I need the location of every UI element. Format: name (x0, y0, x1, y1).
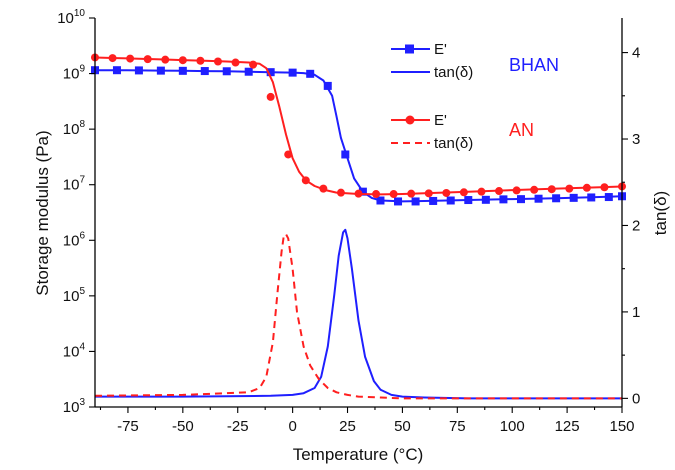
data-point-bhan-storage-modulus (266, 68, 275, 77)
data-point-an-storage-modulus (108, 54, 117, 63)
data-point-an-storage-modulus (389, 190, 398, 199)
data-point-an-storage-modulus (249, 60, 258, 69)
data-point-bhan-storage-modulus (112, 66, 121, 75)
data-point-bhan-storage-modulus (156, 66, 165, 75)
y-axis-right-title: tan(δ) (651, 191, 670, 235)
series-line-an-tan-delta (94, 233, 622, 400)
data-point-an-storage-modulus (424, 189, 433, 198)
data-point-an-storage-modulus (407, 189, 416, 198)
x-tick-label: -50 (172, 418, 194, 435)
legend-an-tan-label: tan(δ) (434, 135, 473, 152)
data-point-bhan-storage-modulus (446, 196, 455, 205)
y-left-tick-label: 106 (63, 230, 86, 249)
data-point-bhan-storage-modulus (323, 81, 332, 90)
x-tick-label: 150 (609, 418, 634, 435)
x-tick-label: 75 (449, 418, 466, 435)
data-point-an-storage-modulus (565, 184, 574, 193)
y-left-tick-label: 108 (63, 119, 86, 138)
data-point-an-storage-modulus (442, 188, 451, 197)
data-point-an-storage-modulus (266, 92, 275, 101)
legend-an-group-label: AN (509, 120, 534, 140)
y-left-tick-label: 107 (63, 175, 86, 194)
y-left-tick-label: 105 (63, 286, 86, 305)
x-tick-label: 50 (394, 418, 411, 435)
data-point-bhan-storage-modulus (178, 66, 187, 75)
y-right-tick-label: 1 (632, 304, 640, 321)
data-point-an-storage-modulus (196, 56, 205, 65)
data-point-bhan-storage-modulus (358, 187, 367, 196)
y-left-tick-label: 104 (63, 341, 86, 360)
legend-bhan-e-marker (405, 44, 414, 54)
data-point-bhan-storage-modulus (481, 195, 490, 204)
data-point-an-storage-modulus (354, 189, 363, 198)
data-point-an-storage-modulus (301, 176, 310, 185)
axes (94, 18, 623, 408)
data-point-an-storage-modulus (336, 188, 345, 197)
legend-bhan-group-label: BHAN (509, 55, 559, 75)
data-point-an-storage-modulus (495, 187, 504, 196)
y-axis-left-title: Storage modulus (Pa) (33, 130, 52, 295)
data-point-bhan-storage-modulus (534, 194, 543, 203)
data-point-an-storage-modulus (477, 187, 486, 196)
data-point-an-storage-modulus (178, 56, 187, 65)
data-point-bhan-storage-modulus (200, 67, 209, 76)
y-right-tick-label: 0 (632, 390, 640, 407)
data-point-bhan-storage-modulus (499, 195, 508, 204)
legend-an-e-marker (405, 115, 415, 125)
y-right-tick-label: 3 (632, 131, 640, 148)
ticks: -75 -50 -25 0 25 50 75 100 125 150103104105106107… (57, 8, 640, 435)
data-point-an-storage-modulus (512, 186, 521, 195)
data-point-an-storage-modulus (530, 185, 539, 194)
data-point-bhan-storage-modulus (516, 195, 525, 204)
data-point-bhan-storage-modulus (306, 69, 315, 78)
data-point-an-storage-modulus (213, 57, 222, 66)
data-point-bhan-storage-modulus (429, 196, 438, 205)
data-point-bhan-storage-modulus (394, 197, 403, 206)
legend: E' tan(δ) BHAN E' tan(δ) AN (391, 41, 559, 152)
data-point-bhan-storage-modulus (222, 67, 231, 76)
x-axis-title: Temperature (°C) (293, 445, 424, 464)
data-point-bhan-storage-modulus (569, 193, 578, 202)
plot-series (91, 53, 626, 400)
data-point-an-storage-modulus (284, 150, 293, 159)
data-point-an-storage-modulus (143, 55, 152, 64)
data-point-bhan-storage-modulus (464, 196, 473, 205)
data-point-an-storage-modulus (547, 185, 556, 194)
series-line-bhan-tan-delta (95, 228, 622, 400)
data-point-bhan-storage-modulus (552, 194, 561, 203)
data-point-an-storage-modulus (319, 184, 328, 193)
data-point-bhan-storage-modulus (244, 67, 253, 76)
data-point-an-storage-modulus (459, 188, 468, 197)
y-right-tick-label: 4 (632, 45, 640, 62)
series-line-an-storage-modulus (94, 56, 623, 196)
data-point-an-storage-modulus (372, 190, 381, 199)
data-point-bhan-storage-modulus (376, 196, 385, 205)
y-right-tick-label: 2 (632, 217, 640, 234)
x-tick-label: -25 (227, 418, 249, 435)
data-point-an-storage-modulus (582, 183, 591, 192)
y-left-tick-label: 103 (63, 397, 86, 416)
data-point-bhan-storage-modulus (134, 66, 143, 75)
data-point-an-storage-modulus (600, 183, 609, 192)
data-point-an-storage-modulus (126, 54, 135, 63)
legend-bhan-e-label: E' (434, 41, 447, 58)
data-point-bhan-storage-modulus (587, 193, 596, 202)
data-point-an-storage-modulus (231, 58, 240, 67)
y-left-tick-label: 109 (63, 64, 86, 83)
y-left-tick-label: 1010 (57, 8, 85, 27)
x-tick-label: -75 (117, 418, 139, 435)
data-point-bhan-storage-modulus (341, 150, 350, 159)
x-tick-label: 25 (339, 418, 356, 435)
data-point-an-storage-modulus (161, 55, 170, 64)
x-tick-label: 0 (288, 418, 296, 435)
legend-bhan-tan-label: tan(δ) (434, 64, 473, 81)
data-point-bhan-storage-modulus (604, 193, 613, 202)
legend-an-e-label: E' (434, 112, 447, 129)
x-tick-label: 125 (555, 418, 580, 435)
data-point-bhan-storage-modulus (288, 68, 297, 77)
x-tick-label: 100 (500, 418, 525, 435)
series-line-bhan-storage-modulus (95, 69, 623, 203)
data-point-bhan-storage-modulus (411, 197, 420, 206)
